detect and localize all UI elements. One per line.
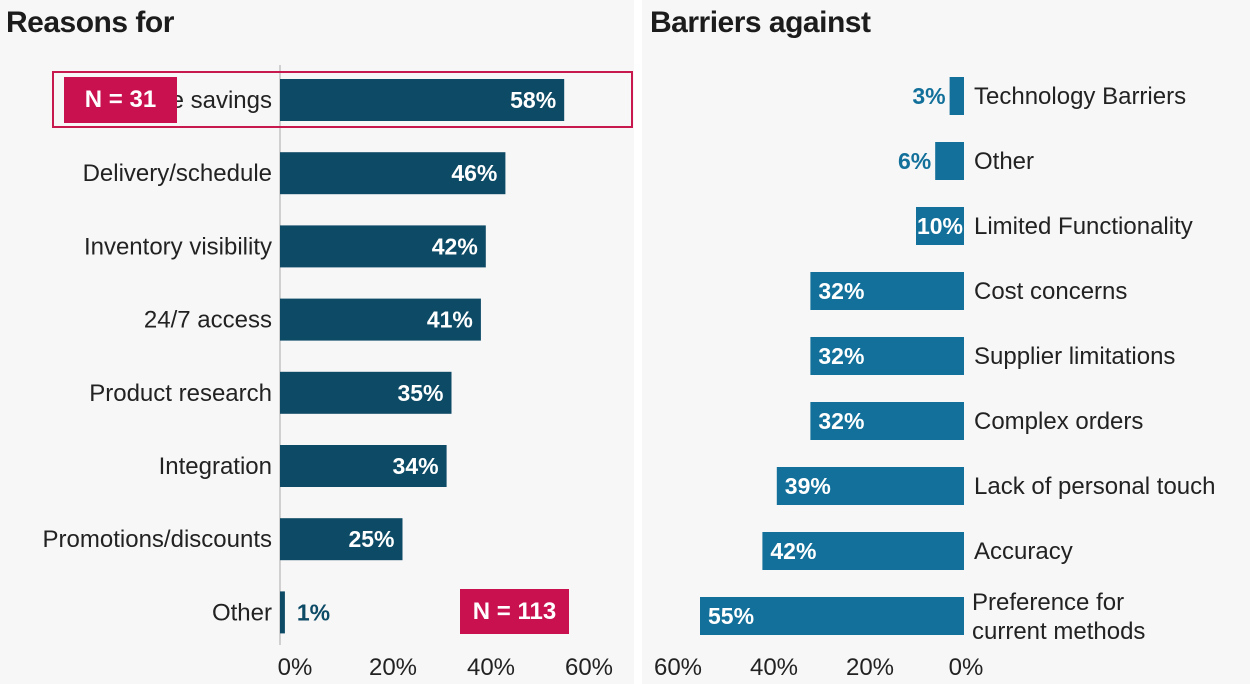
bar-complex-orders <box>810 402 964 440</box>
reasons-n-badge: N = 113 <box>460 589 569 634</box>
bar-lack-of-personal-touch <box>776 467 964 505</box>
category-label-supplier-limitations: Supplier limitations <box>974 343 1175 370</box>
bar-time-savings <box>280 79 565 121</box>
value-label-other: 1% <box>297 599 330 625</box>
category-label-inventory-visibility: Inventory visibility <box>84 233 272 260</box>
value-label-limited-functionality: 10% <box>917 213 963 239</box>
bar-integration <box>280 445 447 487</box>
bar-other <box>935 142 964 180</box>
bar-promotions-discounts <box>280 518 403 561</box>
value-label-time-savings: 58% <box>510 87 556 113</box>
bar-inventory-visibility <box>280 225 486 268</box>
category-label-technology-barriers: Technology Barriers <box>974 83 1186 110</box>
value-label-other: 6% <box>898 148 931 174</box>
bar-limited-functionality <box>916 207 964 245</box>
bar-supplier-limitations <box>810 337 964 375</box>
category-label-delivery-schedule: Delivery/schedule <box>83 160 272 187</box>
value-label-24-7-access: 41% <box>427 307 473 333</box>
value-label-complex-orders: 32% <box>818 408 864 434</box>
value-label-product-research: 35% <box>397 380 443 406</box>
barriers-n-badge: N = 31 <box>64 77 177 123</box>
x-tick-label-20: 20% <box>846 654 894 681</box>
barriers-title: Barriers against <box>650 6 871 39</box>
x-tick-label-60: 60% <box>565 654 613 681</box>
category-label-other: Other <box>974 148 1034 175</box>
value-label-cost-concerns: 32% <box>818 278 864 304</box>
category-label-preference-for-current-methods-line-2: current methods <box>972 618 1145 645</box>
category-label-preference-for-current-methods-line-1: Preference for <box>972 589 1124 616</box>
x-tick-label-0: 0% <box>949 654 984 681</box>
category-label-cost-concerns: Cost concerns <box>974 278 1127 305</box>
category-label-limited-functionality: Limited Functionality <box>974 213 1193 240</box>
value-label-delivery-schedule: 46% <box>451 160 497 186</box>
bar-cost-concerns <box>810 272 964 310</box>
x-tick-label-40: 40% <box>750 654 798 681</box>
value-label-technology-barriers: 3% <box>912 83 945 109</box>
x-tick-label-60: 60% <box>654 654 702 681</box>
category-label-accuracy: Accuracy <box>974 538 1073 565</box>
value-label-integration: 34% <box>393 453 439 479</box>
value-label-accuracy: 42% <box>770 538 816 564</box>
x-tick-label-0: 0% <box>278 654 313 681</box>
category-label-24-7-access: 24/7 access <box>144 307 272 334</box>
category-label-lack-of-personal-touch: Lack of personal touch <box>974 473 1216 500</box>
bar-technology-barriers <box>949 77 964 115</box>
category-label-other: Other <box>212 599 272 626</box>
bar-preference-for-current-methods <box>700 597 964 635</box>
value-label-supplier-limitations: 32% <box>818 343 864 369</box>
bar-product-research <box>280 371 452 414</box>
bar-24-7-access <box>280 298 481 341</box>
reasons-title: Reasons for <box>6 6 174 39</box>
bar-delivery-schedule <box>280 152 506 195</box>
x-tick-label-40: 40% <box>467 654 515 681</box>
bar-other <box>280 591 285 634</box>
highlight-box <box>52 71 633 128</box>
value-label-preference-for-current-methods: 55% <box>708 603 754 629</box>
category-label-complex-orders: Complex orders <box>974 408 1143 435</box>
category-label-promotions-discounts: Promotions/discounts <box>43 526 272 553</box>
value-label-inventory-visibility: 42% <box>432 233 478 259</box>
x-tick-label-20: 20% <box>369 654 417 681</box>
bar-accuracy <box>762 532 964 570</box>
category-label-product-research: Product research <box>89 380 272 407</box>
value-label-promotions-discounts: 25% <box>348 526 394 552</box>
value-label-lack-of-personal-touch: 39% <box>785 473 831 499</box>
category-label-integration: Integration <box>159 453 272 480</box>
